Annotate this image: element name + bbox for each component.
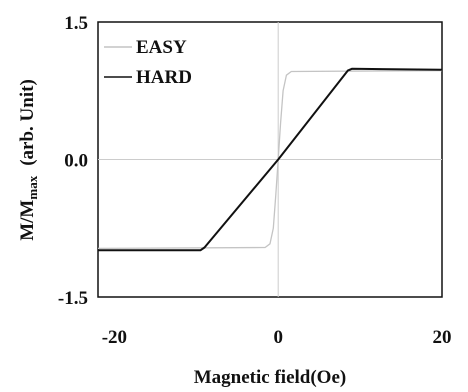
y-axis-title-subscript: max: [25, 175, 40, 199]
series-line-hard: [98, 67, 443, 252]
y-axis-title-unit: (arb. Unit): [17, 79, 38, 166]
x-tick-label: 20: [433, 327, 452, 348]
y-tick-label: 1.5: [64, 13, 88, 34]
y-axis-title: M/Mmax (arb. Unit): [17, 79, 40, 241]
y-axis-title-main: M/M: [17, 200, 38, 241]
legend: EASY HARD: [104, 37, 192, 88]
series-layer: [97, 67, 443, 252]
legend-label-hard: HARD: [136, 67, 192, 88]
x-tick-label: -20: [102, 327, 127, 348]
ticks-layer: -20 0 20 1.5 0.0 -1.5: [58, 13, 452, 348]
legend-label-easy: EASY: [136, 37, 187, 58]
y-tick-label: -1.5: [58, 288, 88, 309]
x-tick-label: 0: [273, 327, 283, 348]
y-tick-label: 0.0: [64, 151, 88, 172]
x-axis-title: Magnetic field(Oe): [194, 367, 346, 388]
